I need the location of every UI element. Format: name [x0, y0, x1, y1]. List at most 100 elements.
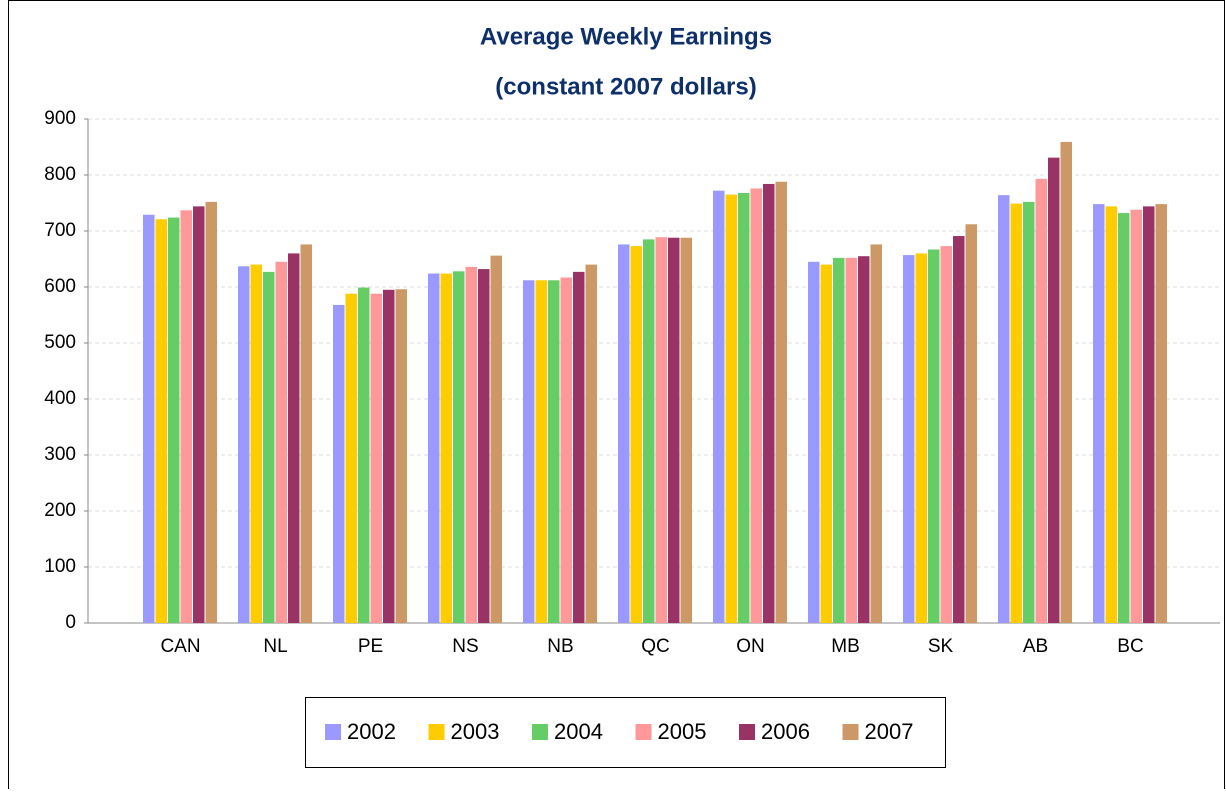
bar: [1060, 141, 1072, 623]
bar: [870, 244, 882, 623]
bar: [490, 255, 502, 623]
bar: [940, 246, 952, 623]
bar: [370, 293, 382, 623]
bar: [1093, 204, 1105, 623]
bar: [1155, 204, 1167, 623]
y-tick-label: 300: [44, 444, 76, 465]
bar: [300, 244, 312, 623]
bar: [928, 249, 940, 624]
bar: [238, 266, 250, 623]
legend-label: 2002: [347, 719, 396, 744]
bar: [903, 255, 915, 623]
legend-label: 2004: [554, 719, 603, 744]
bar: [535, 280, 547, 623]
x-tick-label: QC: [641, 636, 670, 657]
legend-swatch: [842, 724, 859, 740]
bar: [345, 293, 357, 623]
chart-subtitle: (constant 2007 dollars): [495, 73, 756, 100]
bar: [573, 271, 585, 623]
bar: [833, 257, 845, 623]
bar: [288, 253, 300, 623]
bar: [560, 277, 572, 623]
bar: [808, 261, 820, 623]
bar: [548, 280, 560, 623]
bar: [713, 190, 725, 623]
bar: [775, 181, 787, 623]
bar: [250, 264, 262, 623]
x-tick-label: MB: [831, 636, 860, 657]
x-tick-label: SK: [928, 636, 954, 657]
y-tick-label: 100: [44, 556, 76, 577]
bar: [618, 244, 630, 623]
bar: [998, 195, 1010, 623]
bar: [1130, 209, 1142, 623]
bar: [193, 206, 205, 624]
chart-title: Average Weekly Earnings: [480, 23, 772, 50]
bar: [453, 271, 465, 623]
legend-label: 2003: [451, 719, 500, 744]
bar: [440, 273, 452, 623]
bar: [205, 201, 217, 623]
bar: [820, 264, 832, 623]
y-tick-label: 0: [65, 612, 76, 633]
bar: [738, 192, 750, 624]
bar: [1048, 157, 1060, 623]
y-tick-label: 500: [44, 332, 76, 353]
bar: [965, 224, 977, 623]
bar: [263, 271, 275, 623]
bar: [275, 261, 287, 623]
legend: [305, 697, 946, 768]
x-tick-label: AB: [1023, 636, 1048, 657]
bar: [845, 257, 857, 623]
bar: [523, 280, 535, 623]
legend-swatch: [635, 724, 652, 740]
bar: [1118, 213, 1130, 623]
bar: [953, 236, 965, 624]
legend-label: 2005: [658, 719, 707, 744]
bar: [725, 194, 737, 623]
legend-swatch: [739, 724, 755, 740]
x-tick-label: PE: [358, 636, 383, 657]
x-tick-label: ON: [736, 636, 765, 657]
x-tick-label: NB: [547, 636, 573, 657]
x-tick-label: NL: [263, 636, 287, 657]
bar: [428, 273, 440, 623]
bar: [915, 253, 927, 623]
x-tick-label: CAN: [160, 636, 200, 657]
bar: [1023, 201, 1035, 623]
bar: [395, 289, 407, 623]
y-tick-label: 800: [44, 164, 76, 185]
bar: [383, 289, 395, 623]
bar: [1010, 203, 1022, 623]
legend-swatch: [428, 724, 445, 740]
y-tick-label: 900: [44, 108, 76, 129]
bar: [358, 287, 370, 623]
bar: [1105, 206, 1117, 624]
y-tick-label: 600: [44, 276, 76, 297]
bar: [655, 237, 667, 623]
bar: [680, 237, 692, 623]
bar: [630, 246, 642, 623]
legend-label: 2006: [761, 719, 810, 744]
bar: [333, 304, 345, 623]
legend-label: 2007: [865, 719, 914, 744]
x-tick-label: BC: [1117, 636, 1143, 657]
bar: [155, 219, 167, 624]
bar: [168, 217, 180, 623]
bar: [858, 256, 870, 623]
bar: [668, 237, 680, 623]
legend-swatch: [532, 724, 548, 740]
bar: [143, 214, 155, 623]
bar: [643, 239, 655, 623]
bar: [763, 183, 775, 623]
legend-swatch: [325, 724, 341, 740]
bar: [465, 266, 477, 623]
bar: [585, 264, 597, 623]
y-tick-label: 400: [44, 388, 76, 409]
bar: [180, 210, 192, 623]
bar: [478, 269, 490, 623]
y-tick-label: 700: [44, 220, 76, 241]
bar: [1143, 206, 1155, 624]
